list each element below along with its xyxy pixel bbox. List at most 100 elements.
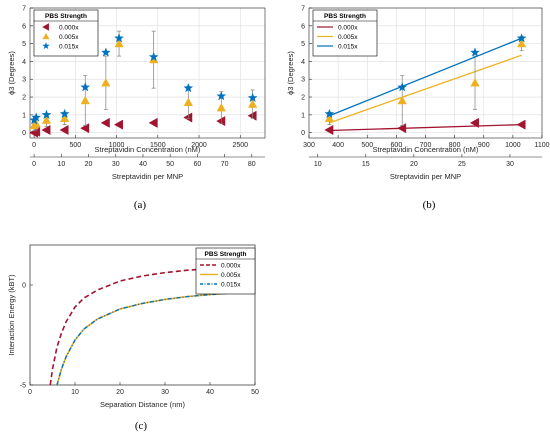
data-point [469, 117, 479, 128]
x-axis-label-primary: Streptavidin Concentration (nM) [373, 145, 479, 154]
y-tick-label: 1 [301, 112, 305, 119]
secondary-x-tick-label: 30 [112, 161, 120, 168]
data-point [41, 115, 52, 124]
data-point [216, 103, 226, 112]
chart-panel-b: 0 1 2 3 4 5 6 7 300 400 500 600 700 800 900 1000 1100 ϕ3 … [286, 6, 550, 212]
y-axis-label: Interaction Energy (kBT) [7, 274, 16, 356]
series-0.015x [56, 291, 255, 385]
data-point [80, 123, 90, 134]
series-0.015x [29, 33, 258, 125]
y-tick-label: 4 [22, 59, 26, 66]
data-point [183, 82, 194, 93]
legend: PBS Strength 0.000x 0.005x 0.015x [33, 9, 99, 57]
data-point [516, 33, 527, 43]
panel-caption: (b) [423, 199, 436, 211]
x-tick-label: 1000 [109, 142, 125, 149]
legend-entry-label: 0.000x [221, 263, 241, 270]
data-point [100, 47, 111, 57]
x-tick-label: 20 [116, 389, 124, 396]
y-tick-label: 0 [22, 130, 26, 137]
data-point [41, 124, 51, 136]
fit-line [329, 37, 522, 117]
secondary-x-tick-label: 0 [32, 161, 36, 168]
data-point [148, 51, 159, 62]
secondary-x-tick-label: 60 [193, 161, 201, 168]
x-axis-label: Separation Distance (nm) [100, 400, 186, 409]
data-point [216, 116, 226, 127]
data-point [324, 113, 335, 123]
legend-title: PBS Strength [45, 13, 87, 20]
x-tick-label: 1100 [534, 142, 549, 149]
panel-caption: (a) [134, 199, 147, 211]
series-0.005x [29, 30, 258, 132]
data-point [148, 117, 158, 128]
secondary-x-tick-label: 30 [506, 161, 514, 168]
series-0.000x [324, 117, 526, 136]
data-point [100, 117, 110, 128]
y-tick-label: 2 [301, 95, 305, 102]
legend-title: PBS Strength [205, 251, 247, 258]
legend-entry-label: 0.015x [59, 44, 79, 51]
secondary-x-tick-label: 80 [248, 161, 256, 168]
x-tick-label: 600 [391, 142, 403, 149]
y-tick-label: 2 [22, 95, 26, 102]
y-tick-label: 7 [301, 6, 305, 13]
legend-box [195, 247, 256, 295]
legend-entry-label: 0.000x [338, 25, 358, 32]
x-axis-label-secondary: Streptavidin per MNP [390, 172, 461, 181]
data-point [114, 33, 124, 43]
legend-title: PBS Strength [324, 13, 366, 20]
x-tick-label: 30 [161, 389, 169, 396]
x-tick-label: 1000 [505, 142, 521, 149]
legend-entry-label: 0.000x [59, 25, 79, 32]
data-point [324, 124, 334, 136]
data-point [113, 119, 123, 130]
legend-entry-label: 0.005x [221, 272, 241, 279]
series-line [56, 291, 255, 385]
x-tick-label: 2000 [191, 142, 207, 149]
legend: PBS Strength 0.000x 0.005x 0.015x [312, 9, 378, 57]
y-tick-label: 5 [301, 41, 305, 48]
data-point [80, 82, 91, 92]
data-point [114, 38, 124, 48]
data-point [470, 78, 480, 87]
data-point [324, 108, 335, 119]
x-tick-label: 500 [361, 142, 373, 149]
data-point [59, 108, 70, 119]
y-tick-label: 1 [22, 112, 26, 119]
legend: PBS Strength 0.000x 0.005x 0.015x [195, 247, 256, 295]
x-tick-label: 0 [32, 142, 36, 149]
data-point [397, 123, 407, 134]
fit-line [329, 123, 522, 132]
data-point [397, 95, 407, 105]
legend-marker-shape [42, 42, 50, 50]
secondary-x-tick-label: 10 [57, 161, 65, 168]
y-tick-label: 6 [22, 23, 26, 30]
secondary-x-tick-label: 70 [221, 161, 229, 168]
data-point [183, 97, 193, 106]
data-point [31, 112, 42, 122]
secondary-x-tick-label: 25 [458, 161, 466, 168]
data-point [248, 99, 258, 108]
x-axis-label-primary: Streptavidin Concentration (nM) [95, 145, 201, 154]
series-0.015x [324, 33, 527, 119]
legend-entry-label: 0.005x [59, 34, 79, 41]
data-point [247, 110, 257, 121]
legend-box [312, 9, 378, 57]
y-tick-label: 7 [22, 6, 26, 13]
y-axis-label: ϕ3 (Degrees) [286, 51, 295, 95]
x-axis-label-secondary: Streptavidin per MNP [112, 172, 183, 181]
data-point [59, 124, 69, 136]
legend-marker [42, 32, 50, 40]
legend-entry-label: 0.005x [338, 34, 358, 41]
data-point [516, 38, 527, 48]
fit-line [329, 54, 522, 124]
y-tick-label: 0 [22, 283, 26, 290]
data-point [183, 112, 193, 123]
panel-caption: (c) [135, 420, 148, 432]
secondary-x-tick-label: 15 [362, 161, 370, 168]
x-tick-label: 700 [420, 142, 432, 149]
legend-marker [42, 23, 49, 31]
data-point [516, 119, 526, 130]
